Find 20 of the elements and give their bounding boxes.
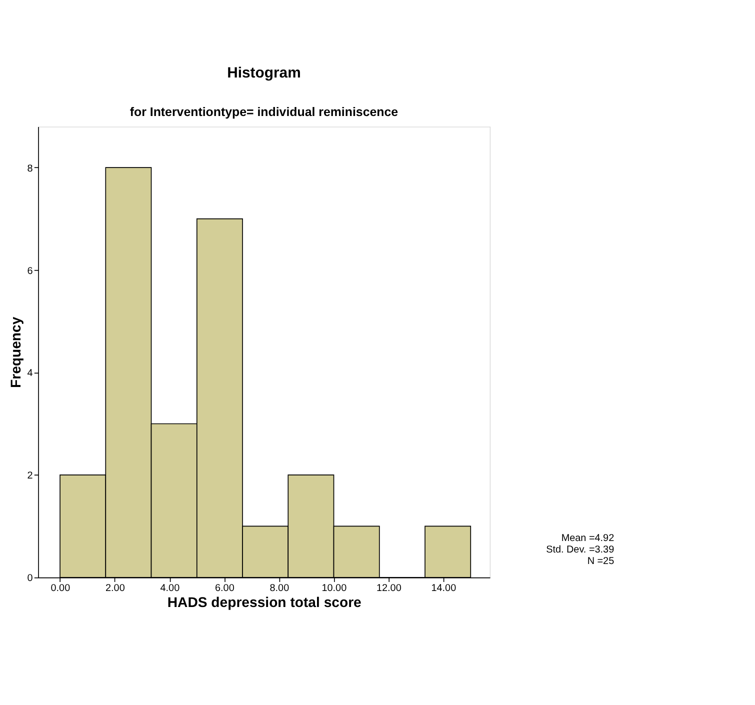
y-tick-label: 2 xyxy=(27,470,34,482)
x-tick-label: 12.00 xyxy=(376,583,402,594)
y-axis-title: Frequency xyxy=(8,316,24,388)
x-tick-label: 4.00 xyxy=(160,583,180,594)
text: N =25 xyxy=(587,556,615,568)
x-tick-label: 10.00 xyxy=(322,583,348,594)
x-axis-title: HADS depression total score xyxy=(167,594,362,610)
y-tick-label: 6 xyxy=(27,266,34,277)
x-tick-label: 8.00 xyxy=(270,583,290,594)
y-tick-label: 4 xyxy=(27,368,34,380)
text: Mean =4.92 xyxy=(561,532,615,544)
text: Std. Dev. =3.39 xyxy=(546,544,615,556)
y-tick-label: 8 xyxy=(27,163,34,174)
chart-subtitle: for Interventiontype= individual reminiscence xyxy=(130,104,398,119)
y-tick-label: 0 xyxy=(27,573,34,584)
x-tick-label: 14.00 xyxy=(431,583,457,594)
x-tick-label: 0.00 xyxy=(50,583,71,594)
chart-title: Histogram xyxy=(227,66,301,82)
x-tick-label: 2.00 xyxy=(106,583,126,594)
x-tick-label: 6.00 xyxy=(215,583,235,594)
